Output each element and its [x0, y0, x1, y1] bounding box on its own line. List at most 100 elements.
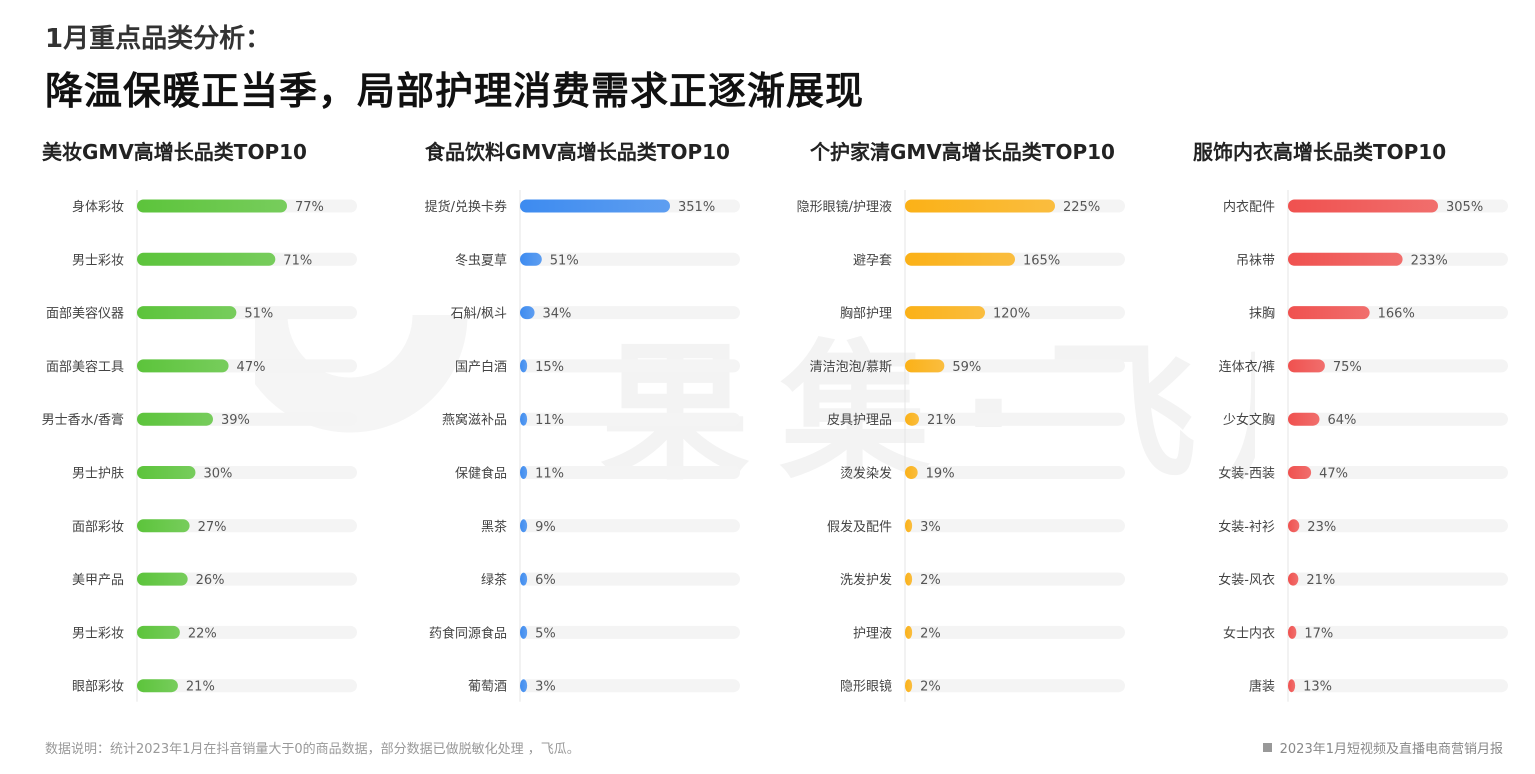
category-label: 假发及配件 [827, 519, 892, 535]
value-label: 27% [198, 520, 227, 535]
bar-track [520, 306, 740, 320]
chart-title: 美妆GMV高增长品类TOP10 [42, 140, 307, 164]
category-label: 男士彩妆 [72, 626, 124, 641]
value-label: 11% [535, 467, 564, 482]
category-label: 面部美容工具 [46, 359, 124, 375]
category-label: 冬虫夏草 [455, 252, 507, 268]
value-label: 3% [920, 520, 941, 535]
category-label: 石斛/枫斗 [451, 307, 507, 322]
category-label: 女装-衬衫 [1218, 519, 1275, 535]
chart-svg: 内衣配件 305% 吊袜带 233% 抹胸 166% 连体衣/裤 75% 少女文胸 64% 女装-西… [1218, 190, 1508, 702]
value-label: 23% [1307, 520, 1336, 535]
bar [1288, 572, 1299, 586]
bar [905, 199, 1055, 213]
value-label: 5% [535, 626, 556, 641]
category-label: 少女文胸 [1223, 412, 1275, 428]
bar-track [1288, 572, 1508, 586]
category-label: 面部美容仪器 [46, 306, 124, 322]
value-label: 51% [550, 253, 579, 268]
category-label: 隐形眼镜 [840, 680, 892, 695]
chart-svg: 提货/兑换卡券 351% 冬虫夏草 51% 石斛/枫斗 34% 国产白酒 15% 燕窝滋补品 11… [425, 190, 740, 702]
value-label: 233% [1411, 253, 1448, 268]
bar [520, 572, 528, 586]
value-label: 9% [535, 520, 556, 535]
bar [1288, 412, 1320, 426]
bar-track [905, 412, 1125, 426]
category-label: 洗发护发 [840, 572, 892, 588]
bar [520, 412, 528, 426]
value-label: 305% [1446, 200, 1483, 215]
category-label: 连体衣/裤 [1219, 359, 1275, 375]
bar [520, 199, 670, 213]
bar-track [520, 466, 740, 479]
category-label: 眼部彩妆 [72, 680, 124, 695]
value-label: 166% [1378, 307, 1415, 322]
value-label: 19% [926, 467, 955, 482]
bar-track [1288, 519, 1508, 533]
category-label: 燕窝滋补品 [442, 412, 507, 428]
value-label: 351% [678, 200, 715, 215]
value-label: 47% [1319, 467, 1348, 482]
value-label: 22% [188, 626, 217, 641]
bar [137, 199, 287, 213]
report-label: 2023年1月短视频及直播电商营销月报 [1279, 742, 1503, 757]
bar [137, 412, 213, 426]
category-label: 胸部护理 [840, 307, 892, 322]
bar [137, 519, 190, 533]
value-label: 120% [993, 307, 1030, 322]
value-label: 225% [1063, 200, 1100, 215]
bar [137, 359, 229, 373]
bar-track [905, 466, 1125, 479]
category-label: 药食同源食品 [429, 625, 507, 641]
value-label: 77% [295, 200, 324, 215]
value-label: 39% [221, 413, 250, 428]
bar [1288, 519, 1300, 533]
page-headline: 降温保暖正当季，局部护理消费需求正逐渐展现 [45, 69, 865, 113]
bar [905, 412, 919, 426]
bar [520, 466, 528, 479]
category-label: 男士彩妆 [72, 253, 124, 268]
page-subtitle: 1月重点品类分析： [45, 24, 272, 54]
bar [905, 572, 913, 586]
bar [905, 519, 913, 533]
category-label: 烫发染发 [840, 466, 892, 482]
category-label: 皮具护理品 [827, 413, 892, 428]
chart-svg: 隐形眼镜/护理液 225% 避孕套 165% 胸部护理 120% 清洁泡泡/慕斯 59% 皮具护… [797, 190, 1125, 702]
category-label: 葡萄酒 [468, 680, 507, 695]
category-label: 保健食品 [455, 466, 507, 482]
value-label: 15% [535, 360, 564, 375]
bar-track [137, 679, 357, 693]
value-label: 11% [535, 413, 564, 428]
bar-track [905, 572, 1125, 586]
category-label: 男士香水/香膏 [42, 412, 124, 428]
bar-track [1288, 412, 1508, 426]
category-label: 清洁泡泡/慕斯 [810, 360, 892, 375]
bar-track [905, 359, 1125, 373]
bar-track [905, 679, 1125, 693]
bar [137, 306, 237, 320]
category-label: 抹胸 [1249, 307, 1275, 322]
value-label: 6% [535, 573, 556, 588]
value-label: 71% [283, 253, 312, 268]
bar [1288, 466, 1312, 479]
value-label: 21% [186, 680, 215, 695]
footnote: 数据说明：统计2023年1月在抖音销量大于0的商品数据，部分数据已做脱敏化处理 … [45, 742, 580, 757]
bar [520, 252, 542, 266]
bar [520, 519, 528, 533]
bar [137, 625, 180, 639]
bar [905, 359, 945, 373]
bar-track [905, 519, 1125, 533]
category-label: 女装-风衣 [1218, 572, 1275, 588]
bar [905, 252, 1015, 266]
value-label: 2% [920, 626, 941, 641]
bar-track [520, 572, 740, 586]
bar [137, 466, 196, 479]
bar [905, 306, 985, 320]
chart-title: 食品饮料GMV高增长品类TOP10 [425, 140, 730, 164]
bar [137, 679, 178, 693]
chart-apparel: 服饰内衣高增长品类TOP10 内衣配件 305% 吊袜带 233% 抹胸 166% 连体衣/… [1193, 130, 1533, 720]
value-label: 21% [1306, 573, 1335, 588]
value-label: 3% [535, 680, 556, 695]
bar-track [137, 572, 357, 586]
value-label: 2% [920, 573, 941, 588]
